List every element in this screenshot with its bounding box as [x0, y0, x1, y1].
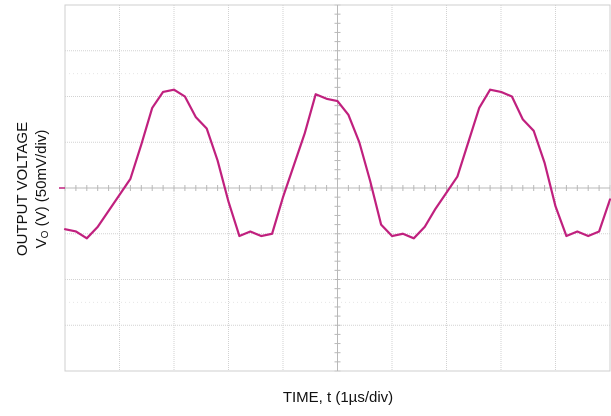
y-axis-label-line2: VO (V) (50mV/div)	[32, 122, 55, 256]
y-axis-label-units: (V) (50mV/div)	[33, 129, 50, 231]
y-axis-label-symbol: V	[33, 238, 50, 249]
x-axis-label: TIME, t (1µs/div)	[282, 389, 394, 406]
center-axes	[59, 4, 611, 372]
y-axis-label: OUTPUT VOLTAGE VO (V) (50mV/div)	[13, 122, 55, 256]
trace	[63, 88, 611, 240]
y-axis-label-subscript: O	[40, 230, 51, 239]
output-voltage-trace	[63, 88, 611, 240]
y-axis-label-line1: OUTPUT VOLTAGE	[14, 121, 31, 257]
